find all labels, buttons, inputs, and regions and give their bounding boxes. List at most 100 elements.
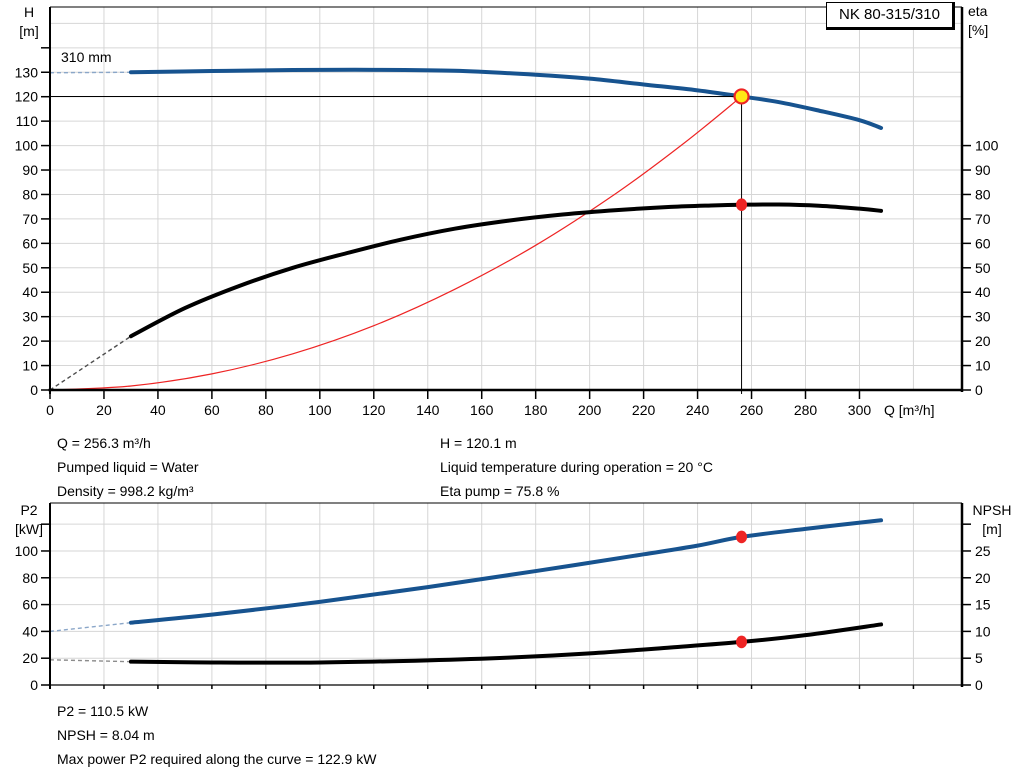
svg-text:80: 80 [975,186,991,202]
svg-text:0: 0 [975,382,983,398]
tick-marks [41,47,971,399]
svg-text:60: 60 [22,597,38,613]
QH-eta-performance-chart: 0 10 20 30 40 50 60 70 80 90 100 110 120 130 0 10 20 30 40… [15,6,999,418]
gridlines [50,503,962,685]
svg-text:0: 0 [46,402,54,418]
h-axis-label: H [m] [10,3,48,41]
impeller-diameter-label: 310 mm [61,49,112,65]
efficiency-curve [128,202,884,339]
info-line-npsh: NPSH = 8.04 m [57,727,155,743]
info-line-p2: P2 = 110.5 kW [57,703,149,719]
npsh-curve-lead-dashed [49,659,131,663]
npsh-axis-unit: [m] [982,521,1002,537]
q-axis-label: Q [m³/h] [884,402,935,418]
svg-text:60: 60 [975,235,991,251]
svg-text:10: 10 [22,358,38,374]
svg-text:5: 5 [975,650,983,666]
info-line-density: Density = 998.2 kg/m³ [57,483,194,499]
svg-text:160: 160 [470,402,494,418]
svg-text:25: 25 [975,543,991,559]
svg-text:100: 100 [15,138,39,154]
duty-info-right-column: H = 120.1 m Liquid temperature during op… [440,431,713,503]
svg-text:180: 180 [524,402,548,418]
info-line-head: H = 120.1 m [440,435,517,451]
tick-labels: 0 20 40 60 80 100 0 5 10 15 20 25 [15,543,991,693]
svg-text:20: 20 [22,333,38,349]
svg-text:40: 40 [150,402,166,418]
svg-text:40: 40 [22,284,38,300]
pump-model-box: NK 80-315/310 [826,2,955,30]
svg-text:40: 40 [975,284,991,300]
svg-text:0: 0 [975,677,983,693]
svg-text:140: 140 [416,402,440,418]
svg-text:80: 80 [258,402,274,418]
svg-text:90: 90 [22,162,38,178]
svg-text:50: 50 [975,260,991,276]
info-line-flow: Q = 256.3 m³/h [57,435,151,451]
svg-text:10: 10 [975,358,991,374]
svg-text:0: 0 [30,677,38,693]
svg-text:260: 260 [740,402,764,418]
p2-axis-label: P2 [kW] [8,501,50,539]
svg-text:80: 80 [22,186,38,202]
svg-text:0: 0 [30,382,38,398]
svg-text:60: 60 [204,402,220,418]
head-curve-310mm [128,67,884,130]
npsh-axis-label: NPSH [m] [964,501,1020,539]
svg-text:20: 20 [96,402,112,418]
operating-point-dot [736,530,748,544]
power-info-block: P2 = 110.5 kW NPSH = 8.04 m Max power P2… [57,699,376,771]
p2-curve-lead-dashed [49,621,132,633]
info-line-pumped-liquid: Pumped liquid = Water [57,459,199,475]
npsh-axis-symbol: NPSH [972,502,1012,518]
svg-text:120: 120 [15,89,39,105]
info-line-eta-pump: Eta pump = 75.8 % [440,483,560,499]
p2-axis-symbol: P2 [20,502,38,518]
svg-text:30: 30 [975,309,991,325]
eta-axis-symbol: eta [968,3,988,19]
svg-text:220: 220 [632,402,656,418]
p2-axis-unit: [kW] [15,521,43,537]
svg-text:20: 20 [975,570,991,586]
svg-text:60: 60 [22,235,38,251]
eta-axis-label: eta [%] [968,2,988,40]
svg-text:50: 50 [22,260,38,276]
info-line-liquid-temperature: Liquid temperature during operation = 20… [440,459,713,475]
svg-text:80: 80 [22,570,38,586]
svg-text:240: 240 [686,402,710,418]
svg-text:70: 70 [22,211,38,227]
svg-text:10: 10 [975,623,991,639]
operating-point-dot [736,635,748,649]
duty-info-left-column: Q = 256.3 m³/h Pumped liquid = Water Den… [57,431,199,503]
svg-text:70: 70 [975,211,991,227]
svg-text:130: 130 [15,64,39,80]
h-axis-symbol: H [23,4,35,20]
svg-text:120: 120 [362,402,386,418]
tick-labels: 0 10 20 30 40 50 60 70 80 90 100 110 120 130 0 10 20 30 40… [15,64,999,418]
svg-text:110: 110 [16,113,39,129]
svg-text:300: 300 [848,402,872,418]
svg-text:30: 30 [22,309,38,325]
svg-text:280: 280 [794,402,818,418]
svg-text:100: 100 [15,543,39,559]
svg-text:20: 20 [975,333,991,349]
svg-text:15: 15 [975,597,991,613]
gridlines [50,7,962,390]
duty-reference-lines [50,95,743,394]
svg-text:40: 40 [22,623,38,639]
h-axis-unit: [m] [19,23,39,39]
info-line-max-power: Max power P2 required along the curve = … [57,751,377,767]
svg-text:100: 100 [308,402,332,418]
tick-marks [41,523,971,689]
operating-point-dot [736,198,748,212]
p2-curve [128,518,884,625]
system-curve [49,95,743,391]
efficiency-curve-lead-dashed [49,335,132,391]
svg-text:20: 20 [22,650,38,666]
P2-NPSH-chart: 0 20 40 60 80 100 0 5 10 15 20 25 [15,502,991,693]
axes [48,6,964,394]
duty-point-marker [733,88,750,105]
svg-text:200: 200 [578,402,602,418]
